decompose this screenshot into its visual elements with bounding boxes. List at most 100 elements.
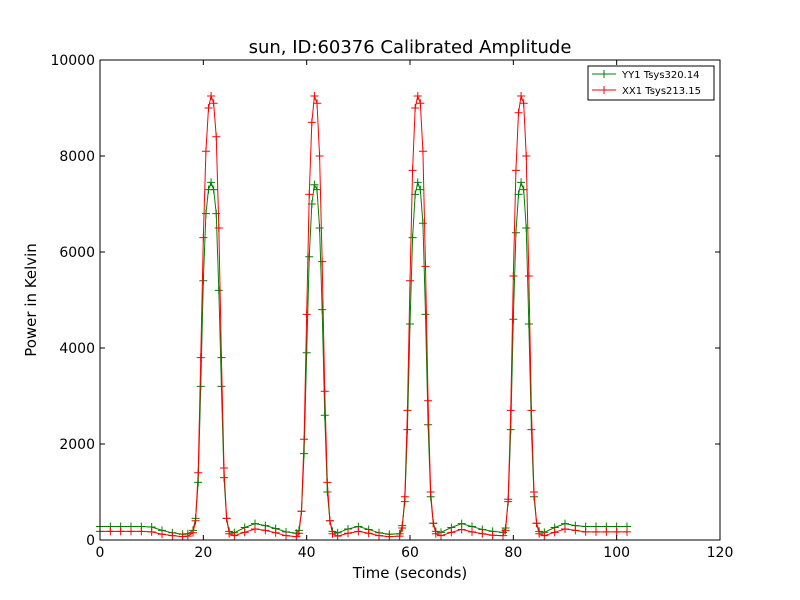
legend-label-yy1: YY1 Tsys320.14 [621, 70, 700, 81]
legend-label-xx1: XX1 Tsys213.15 [622, 86, 701, 97]
legend-entry-yy1: YY1 Tsys320.14 [592, 70, 700, 81]
data-point-xx1 [323, 478, 332, 487]
data-point-xx1 [501, 526, 510, 535]
legend-entry-xx1: XX1 Tsys213.15 [592, 86, 701, 97]
data-point-xx1 [282, 531, 290, 540]
data-point-xx1 [457, 525, 466, 534]
data-point-xx1 [413, 92, 422, 100]
data-point-xx1 [524, 272, 533, 280]
data-point-xx1 [519, 99, 528, 108]
data-point-xx1 [222, 514, 231, 523]
y-tick-label: 0 [86, 533, 95, 549]
data-point-yy1 [416, 185, 425, 194]
x-tick-label: 40 [298, 545, 316, 561]
data-point-xx1 [426, 488, 435, 496]
data-point-xx1 [509, 272, 518, 280]
data-point-xx1 [581, 527, 590, 536]
data-point-xx1 [517, 92, 526, 100]
data-point-xx1 [196, 353, 205, 362]
data-point-xx1 [230, 531, 239, 540]
y-tick-label: 6000 [59, 245, 95, 261]
ticks-layer: 0 20 40 60 80 100 120 0 2000 4000 6000 8000 10000 [50, 53, 733, 561]
data-point-xx1 [209, 99, 218, 108]
data-point-xx1 [310, 92, 319, 100]
legend-marker-xx1 [600, 86, 608, 94]
data-point-yy1 [517, 178, 526, 187]
data-point-xx1 [561, 524, 569, 533]
data-point-xx1 [488, 531, 497, 540]
data-point-xx1 [602, 527, 611, 536]
data-point-yy1 [209, 185, 218, 194]
data-point-yy1 [196, 382, 205, 391]
data-point-xx1 [116, 527, 125, 536]
data-point-xx1 [421, 262, 430, 271]
data-point-xx1 [535, 529, 544, 538]
data-point-yy1 [318, 305, 327, 314]
data-point-xx1 [328, 529, 337, 538]
legend-box [587, 65, 715, 101]
data-point-yy1 [424, 420, 433, 429]
data-point-yy1 [302, 348, 311, 357]
data-point-yy1 [199, 276, 208, 285]
data-point-xx1 [302, 310, 311, 319]
x-tick-label: 100 [603, 545, 630, 561]
data-point-yy1 [217, 382, 226, 391]
data-point-xx1 [305, 190, 314, 199]
data-point-yy1 [408, 233, 417, 242]
data-point-yy1 [418, 219, 427, 228]
data-point-yy1 [313, 185, 321, 194]
data-point-xx1 [592, 527, 600, 536]
data-point-xx1 [437, 531, 445, 540]
data-point-yy1 [201, 209, 210, 218]
y-axis-label: Power in Kelvin [22, 243, 40, 357]
data-point-xx1 [207, 92, 216, 100]
data-point-xx1 [550, 528, 559, 537]
data-point-xx1 [297, 507, 306, 516]
data-point-xx1 [408, 166, 417, 175]
x-axis-label: Time (seconds) [352, 564, 468, 582]
plot-area: 0 20 40 60 80 100 120 0 2000 4000 6000 8000 10000 [50, 53, 733, 561]
data-point-xx1 [271, 528, 280, 537]
data-point-xx1 [540, 531, 549, 540]
y-tick-label: 4000 [59, 341, 95, 357]
data-point-xx1 [403, 406, 412, 415]
data-point-xx1 [612, 527, 621, 536]
data-point-xx1 [499, 531, 507, 540]
data-point-xx1 [240, 528, 249, 537]
data-point-yy1 [509, 315, 518, 324]
data-point-xx1 [220, 464, 228, 472]
data-point-xx1 [225, 529, 234, 538]
data-point-xx1 [395, 532, 404, 541]
chart-title: sun, ID:60376 Calibrated Amplitude [249, 37, 572, 58]
y-tick-label: 10000 [50, 53, 95, 69]
data-point-xx1 [416, 99, 425, 108]
data-point-xx1 [406, 276, 414, 285]
data-point-xx1 [522, 152, 531, 160]
data-point-xx1 [364, 529, 373, 538]
data-point-yy1 [305, 252, 314, 261]
data-point-xx1 [375, 531, 383, 540]
data-point-xx1 [344, 529, 352, 538]
data-point-xx1 [478, 529, 487, 538]
data-point-xx1 [318, 257, 327, 266]
data-point-yy1 [511, 228, 520, 237]
data-point-xx1 [447, 528, 456, 537]
data-point-xx1 [261, 526, 270, 535]
data-point-xx1 [183, 532, 192, 541]
data-point-xx1 [527, 406, 536, 415]
data-point-xx1 [194, 468, 203, 477]
data-point-xx1 [623, 527, 631, 536]
y-tick-label: 2000 [59, 437, 95, 453]
data-point-xx1 [398, 524, 407, 532]
data-point-yy1 [310, 180, 319, 189]
data-point-xx1 [251, 524, 259, 533]
data-point-yy1 [514, 190, 523, 199]
data-point-xx1 [214, 224, 223, 232]
data-point-xx1 [168, 531, 177, 540]
data-point-xx1 [300, 435, 309, 444]
data-point-xx1 [530, 488, 538, 496]
data-point-xx1 [189, 528, 197, 537]
data-point-xx1 [320, 387, 329, 396]
data-point-xx1 [506, 406, 515, 415]
